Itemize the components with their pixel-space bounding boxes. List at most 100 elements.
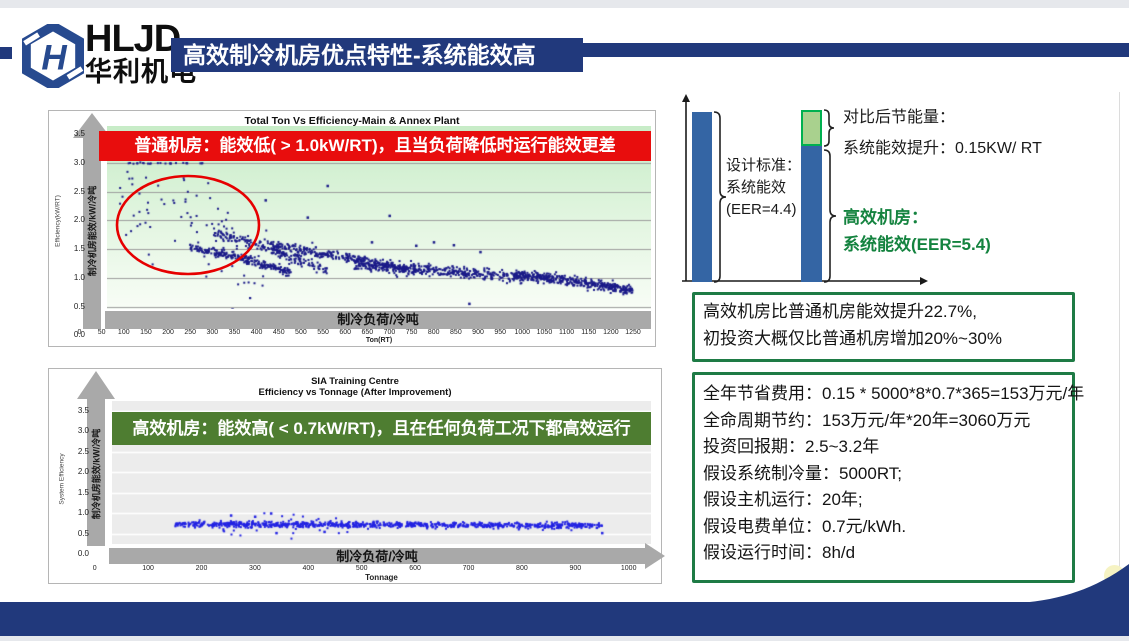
efficient-label-line2: 系统能效(EER=5.4)	[843, 235, 991, 254]
y-tick-label: 1.0	[77, 508, 89, 518]
y-axis-band-label-sia: 制冷机房能效/kW/冷吨	[91, 428, 102, 520]
chart-title-sia-line2: Efficiency vs Tonnage (After Improvement…	[258, 387, 452, 398]
x-tick-label: 100	[142, 565, 154, 572]
header-left-notch	[0, 47, 12, 59]
x-tick-label: 900	[472, 329, 484, 336]
x-tick-label: 400	[302, 565, 315, 572]
x-axis-title-main: Ton(RT)	[365, 337, 393, 344]
x-tick-label: 600	[339, 329, 352, 336]
y-axis-label-sia: System Efficiency	[58, 453, 66, 505]
svg-text:H: H	[41, 38, 67, 77]
bar-efficient-eer	[801, 146, 822, 282]
y-axis-arrow-main-icon	[73, 113, 111, 329]
y-axis-band-label-main: 制冷机房能效/kW/冷吨	[87, 185, 98, 277]
y-tick-label: 3.5	[73, 129, 85, 138]
benefit-box-line: 高效机房比普通机房能效提升22.7%,	[703, 302, 977, 321]
warning-banner: 普通机房：能效低( > 1.0kW/RT)，且当负荷降低时运行能效更差	[99, 131, 651, 161]
y-tick-label: 2.0	[77, 467, 89, 477]
slide-edge-line	[1119, 92, 1120, 597]
assumption-box-line: 假设电费单位：0.7元/kWh.	[703, 516, 907, 536]
y-tick-label: 2.0	[73, 215, 85, 225]
y-tick-label: 3.0	[73, 157, 85, 167]
x-tick-label: 200	[195, 565, 208, 572]
chart-title-main-plant: Total Ton Vs Efficiency-Main & Annex Pla…	[244, 115, 460, 127]
x-tick-label: 900	[569, 565, 582, 572]
x-tick-label: 400	[250, 329, 263, 336]
bottom-strip	[0, 636, 1129, 641]
x-tick-label: 700	[383, 329, 396, 336]
x-axis-band-main	[105, 311, 651, 329]
x-tick-label: 1000	[620, 565, 637, 572]
benefit-box-line: 初投资大概仅比普通机房增加20%~30%	[703, 329, 1002, 348]
x-tick-label: 800	[427, 329, 440, 336]
assumption-box-line: 全年节省费用：0.15 * 5000*8*0.7*365=153万元/年	[703, 384, 1085, 403]
x-tick-label: 250	[184, 329, 197, 336]
x-tick-label: 650	[361, 329, 374, 336]
design-standard-line1: 设计标准：	[726, 157, 802, 174]
assumption-box: 全年节省费用：0.15 * 5000*8*0.7*365=153万元/年 全命周…	[692, 372, 1085, 583]
x-tick-label: 1200	[603, 329, 619, 336]
bar-standard-eer	[692, 112, 712, 282]
x-tick-label: 1050	[536, 329, 553, 336]
x-tick-label: 450	[272, 329, 285, 336]
x-tick-label: 750	[405, 329, 418, 336]
x-tick-label: 200	[162, 329, 174, 336]
x-tick-label: 150	[140, 329, 152, 336]
x-tick-label: 1000	[514, 329, 531, 336]
y-tick-label: 3.0	[77, 426, 89, 436]
slide-title: 高效制冷机房优点特性-系统能效高	[171, 38, 583, 72]
logo-emblem-icon: H	[21, 20, 85, 92]
top-strip	[0, 0, 1129, 8]
x-tick-label: 0	[77, 329, 82, 336]
x-tick-label: 800	[516, 565, 528, 572]
footer-curve	[1020, 564, 1129, 603]
design-standard-line2: 系统能效	[726, 179, 787, 196]
x-tick-label: 600	[409, 565, 421, 572]
footer-band	[0, 602, 1129, 636]
x-tick-label: 50	[97, 329, 106, 336]
y-tick-label: 1.5	[73, 244, 85, 253]
x-tick-label: 500	[295, 329, 307, 336]
highlight-ellipse-icon	[115, 174, 261, 276]
y-tick-label: 0.0	[77, 549, 89, 559]
assumption-box-line: 假设主机运行：20年;	[703, 490, 863, 509]
assumption-box-line: 投资回报期：2.5~3.2年	[703, 437, 880, 456]
benefit-box: 高效机房比普通机房能效提升22.7%, 初投资大概仅比普通机房增加20%~30%	[692, 292, 1075, 362]
y-tick-label: 0.5	[73, 301, 85, 311]
x-tick-label: 500	[355, 565, 368, 572]
x-tick-label: 300	[249, 565, 261, 572]
saving-label-line2: 系统能效提升：0.15KW/ RT	[843, 140, 1042, 157]
y-tick-label: 0.5	[77, 528, 89, 538]
bar-saving-cap	[801, 110, 822, 146]
x-axis-title-sia: Tonnage	[365, 573, 398, 582]
x-tick-label: 1250	[625, 329, 641, 336]
x-tick-label: 550	[317, 329, 329, 336]
y-tick-label: 1.5	[77, 487, 89, 497]
x-tick-label: 700	[462, 565, 475, 572]
x-tick-label: 1150	[581, 329, 597, 336]
bar-chart-eer: 设计标准： 系统能效 (EER=4.4) 对比后节能量： 系统能效提升：0.15…	[670, 90, 1128, 290]
assumption-box-line: 假设系统制冷量：5000RT;	[703, 463, 903, 483]
y-axis-arrow-sia-icon	[77, 371, 115, 546]
x-tick-label: 300	[206, 329, 219, 336]
x-tick-label: 0	[92, 565, 97, 572]
assumption-box-line: 全命周期节约：153万元/年*20年=3060万元	[703, 410, 1031, 430]
x-axis-band-label-sia: 制冷负荷/冷吨	[336, 549, 418, 564]
chart-panel-main-plant: Total Ton Vs Efficiency-Main & Annex Pla…	[48, 110, 656, 347]
design-standard-label: 设计标准： 系统能效 (EER=4.4)	[726, 155, 801, 221]
assumption-box-line: 假设运行时间：8h/d	[703, 543, 856, 562]
y-tick-label: 1.0	[73, 272, 85, 282]
efficient-label-line1: 高效机房：	[843, 208, 928, 227]
success-banner: 高效机房：能效高( < 0.7kW/RT)，且在任何负荷工况下都高效运行	[112, 412, 651, 445]
y-tick-label: 2.5	[73, 186, 85, 196]
chart-panel-sia: SIA Training Centre Efficiency vs Tonnag…	[48, 368, 665, 584]
x-tick-label: 850	[450, 329, 462, 336]
x-axis-band-label-main: 制冷负荷/冷吨	[337, 312, 419, 327]
x-tick-label: 1100	[559, 329, 575, 336]
y-tick-label: 2.5	[77, 446, 89, 456]
x-tick-label: 950	[494, 329, 506, 336]
design-standard-line3: (EER=4.4)	[726, 201, 797, 218]
y-tick-label: 3.5	[77, 406, 89, 415]
x-axis-band-sia	[109, 543, 665, 569]
